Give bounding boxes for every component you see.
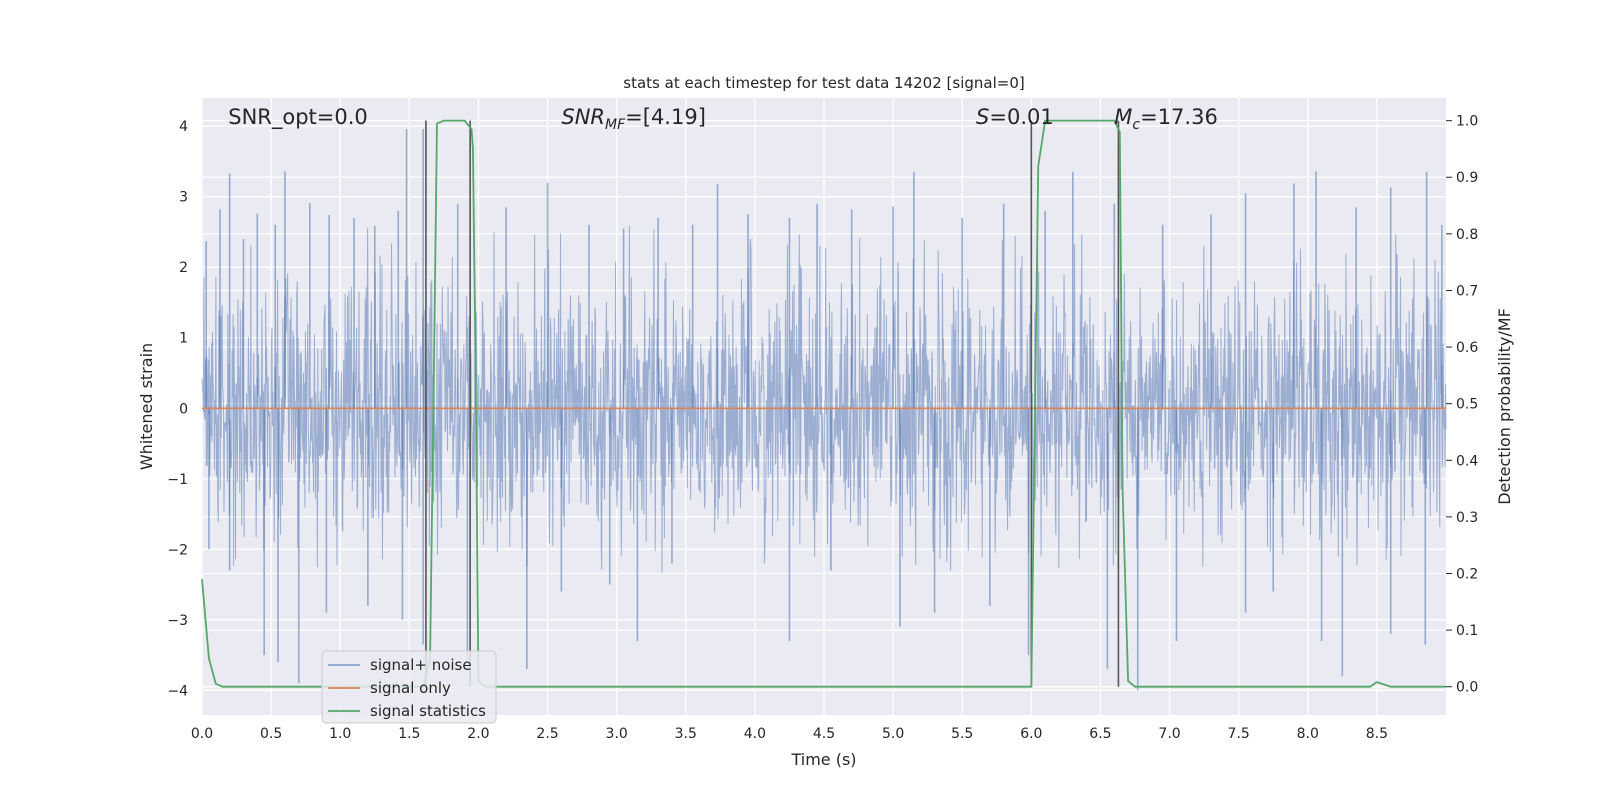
y-axis-label-left: Whitened strain: [137, 343, 156, 470]
x-tick-label: 2.0: [467, 726, 489, 742]
legend-label: signal only: [370, 679, 451, 697]
y-right-tick-label: 0.3: [1456, 510, 1478, 526]
axis-ticks: 0.0 0.5 1.0 1.5 2.0 2.5 3.0 3.5 4.0 4.5 5.0 5.5 6.0 6…: [167, 114, 1478, 742]
x-tick-label: 0.0: [191, 726, 213, 742]
x-tick-label: 8.0: [1297, 726, 1319, 742]
x-tick-label: 7.0: [1158, 726, 1180, 742]
x-tick-label: 6.5: [1089, 726, 1111, 742]
y-right-tick-label: 0.1: [1456, 623, 1478, 639]
y-tick-label: 2: [179, 260, 188, 276]
x-tick-label: 0.5: [260, 726, 282, 742]
y-right-tick-label: 1.0: [1456, 114, 1478, 130]
y-right-tick-label: 0.8: [1456, 227, 1478, 243]
x-tick-label: 1.0: [329, 726, 351, 742]
y-right-tick-label: 0.9: [1456, 170, 1478, 186]
y-tick-label: 3: [179, 190, 188, 206]
y-tick-label: −2: [167, 542, 188, 558]
event-markers: [425, 120, 1120, 687]
x-tick-label: 8.5: [1366, 726, 1388, 742]
y-tick-label: −4: [167, 683, 188, 699]
annotation-text: S=0.01: [976, 105, 1054, 129]
legend-label: signal+ noise: [370, 656, 472, 674]
x-tick-label: 3.0: [606, 726, 628, 742]
legend-box: [321, 650, 497, 724]
y-right-tick-label: 0.2: [1456, 566, 1478, 582]
grid-lines: [201, 98, 1446, 715]
x-tick-label: 2.5: [536, 726, 558, 742]
y-right-tick-label: 0.0: [1456, 680, 1478, 696]
y-tick-label: 4: [179, 119, 188, 135]
annotation-text: SNR_opt=0.0: [228, 105, 368, 130]
x-tick-label: 3.5: [675, 726, 697, 742]
y-right-tick-label: 0.4: [1456, 453, 1478, 469]
signal-plus-noise-trace: [201, 129, 1447, 691]
chart-title: stats at each timestep for test data 142…: [623, 74, 1024, 92]
x-tick-label: 4.5: [813, 726, 835, 742]
annotation-text: Mc=17.36: [1114, 105, 1218, 133]
y-tick-label: −1: [167, 472, 188, 488]
x-tick-label: 4.0: [744, 726, 766, 742]
x-tick-label: 5.5: [951, 726, 973, 742]
x-tick-label: 1.5: [398, 726, 420, 742]
annotations: SNR_opt=0.0 SNRMF=[4.19] S=0.01 Mc=17.36: [228, 105, 1218, 133]
y-right-tick-label: 0.6: [1456, 340, 1478, 356]
legend-label: signal statistics: [370, 702, 486, 720]
noise-trace: [201, 225, 1447, 573]
x-tick-label: 5.0: [882, 726, 904, 742]
y-axis-label-right: Detection probability/MF: [1495, 308, 1514, 505]
y-right-tick-label: 0.5: [1456, 397, 1478, 413]
x-tick-label: 7.5: [1228, 726, 1250, 742]
y-tick-label: −3: [167, 613, 188, 629]
legend: signal+ noise signal only signal statistic…: [321, 650, 497, 724]
y-right-tick-label: 0.7: [1456, 283, 1478, 299]
x-axis-label: Time (s): [790, 750, 856, 769]
annotation-text: SNRMF=[4.19]: [561, 105, 706, 133]
x-tick-label: 6.0: [1020, 726, 1042, 742]
y-tick-label: 0: [179, 401, 188, 417]
y-tick-label: 1: [179, 331, 188, 347]
